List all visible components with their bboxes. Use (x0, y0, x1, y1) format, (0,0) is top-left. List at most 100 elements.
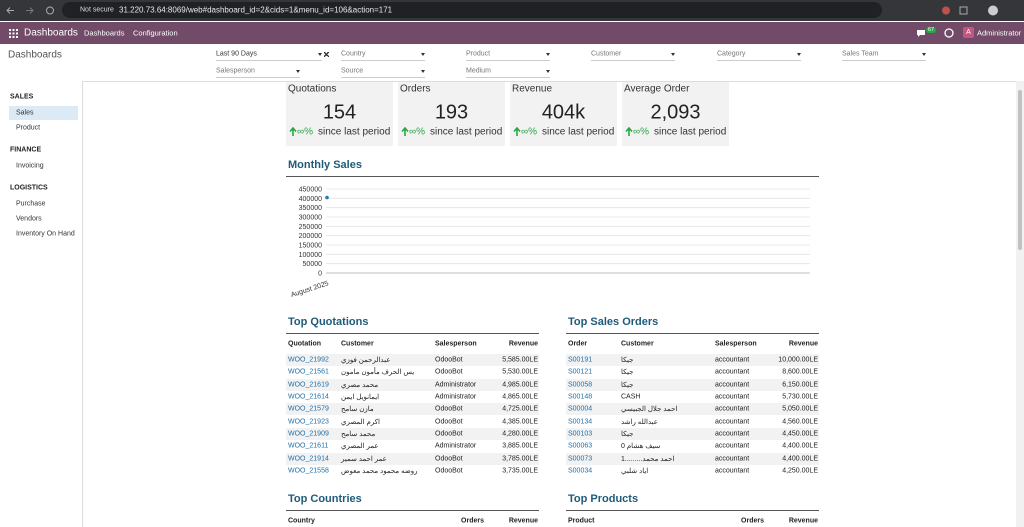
table-cell: 4,725.00LE (438, 406, 538, 413)
filter-caret[interactable] (546, 53, 550, 56)
kpi-value: 154 (286, 102, 393, 125)
filter[interactable]: Source (341, 68, 363, 75)
table-cell: اياد شلبي (621, 467, 648, 475)
apps-icon[interactable] (9, 29, 18, 38)
table-cell: جيكا (621, 381, 633, 389)
filter[interactable]: Sales Team (842, 51, 878, 58)
table-cell: 6,150.00LE (718, 381, 818, 388)
point (325, 196, 329, 200)
order-link[interactable]: S00191 (568, 357, 592, 364)
y-tick-label: 400000 (299, 196, 322, 203)
column-header: Quotation (288, 341, 321, 348)
order-link[interactable]: WOO_21619 (288, 381, 329, 388)
order-link[interactable]: S00073 (568, 455, 592, 462)
order-link[interactable]: S00148 (568, 394, 592, 401)
order-link[interactable]: S00103 (568, 431, 592, 438)
table-cell: محمد مصري (341, 381, 378, 389)
filter[interactable]: Category (717, 51, 745, 58)
filter-caret[interactable] (797, 53, 801, 56)
kpi-trend: ∞% (633, 127, 649, 138)
filter[interactable]: Medium (466, 68, 491, 75)
table-title: Top Products (568, 493, 638, 505)
column-header: Country (288, 518, 315, 525)
filter[interactable]: Country (341, 51, 366, 58)
filter-caret[interactable] (296, 70, 300, 73)
user-name[interactable]: Administrator (977, 29, 1021, 38)
trend-arrow (401, 127, 409, 136)
breadcrumb: Dashboards (8, 50, 62, 61)
sidebar-item[interactable]: Vendors (16, 216, 42, 223)
menu-item[interactable]: Configuration (133, 29, 178, 38)
x-tick-label: August 2025 (290, 280, 330, 299)
filter-caret[interactable] (318, 53, 322, 56)
kpi-caption: since last period (430, 127, 502, 138)
avatar[interactable]: A (963, 27, 974, 38)
kpi-title: Average Order (624, 84, 689, 95)
order-link[interactable]: S00134 (568, 418, 592, 425)
trend-arrow (289, 127, 297, 136)
order-link[interactable]: WOO_21614 (288, 394, 329, 401)
menu-item[interactable]: Dashboards (84, 29, 124, 38)
sidebar-item[interactable]: Purchase (16, 201, 46, 208)
filter-caret[interactable] (421, 70, 425, 73)
order-link[interactable]: WOO_21561 (288, 369, 329, 376)
table-cell: 4,385.00LE (438, 418, 538, 425)
order-link[interactable]: WOO_21909 (288, 431, 329, 438)
table-cell: مازن سامح (341, 405, 374, 413)
url[interactable]: 31.220.73.64:8069/web#dashboard_id=2&cid… (119, 6, 392, 15)
filter[interactable]: Customer (591, 51, 621, 58)
scrollbar-thumb[interactable] (1018, 90, 1022, 250)
table-cell: 5,730.00LE (718, 394, 818, 401)
y-tick-label: 250000 (299, 224, 322, 231)
chat-icon[interactable] (916, 28, 926, 38)
y-tick-label: 0 (318, 271, 322, 278)
column-header: Revenue (718, 341, 818, 348)
filter-underline (842, 60, 926, 61)
column-header: Order (568, 341, 587, 348)
nav-buttons (0, 0, 60, 21)
kpi-title: Revenue (512, 84, 552, 95)
table-cell: 3,785.00LE (438, 455, 538, 462)
order-link[interactable]: WOO_21579 (288, 406, 329, 413)
security-label: Not secure (80, 7, 114, 14)
table-cell: CASH (621, 394, 640, 401)
kpi-caption: since last period (318, 127, 390, 138)
filter-caret[interactable] (421, 53, 425, 56)
filter[interactable]: Salesperson (216, 68, 255, 75)
table-cell: سيف هشام 0 (621, 442, 660, 450)
table-title: Top Countries (288, 493, 362, 505)
order-link[interactable]: S00121 (568, 369, 592, 376)
table-cell: عمر احمد سمير (341, 455, 387, 463)
activity-icon[interactable] (944, 28, 954, 38)
table-cell: 4,400.00LE (718, 443, 818, 450)
table-cell: 4,450.00LE (718, 431, 818, 438)
filter[interactable]: Last 90 Days (216, 51, 257, 58)
table-cell: روضه محمود محمد معوض (341, 467, 418, 475)
filter-underline (216, 77, 300, 78)
kpi-value: 2,093 (622, 102, 729, 125)
order-link[interactable]: S00063 (568, 443, 592, 450)
app-name[interactable]: Dashboards (24, 28, 78, 39)
kpi-title: Quotations (288, 84, 336, 95)
column-header: Product (568, 518, 594, 525)
sidebar-item[interactable]: Inventory On Hand (16, 231, 75, 238)
sidebar-item[interactable]: Sales (16, 110, 34, 117)
order-link[interactable]: S00004 (568, 406, 592, 413)
order-link[interactable]: WOO_21611 (288, 443, 328, 450)
sidebar-item[interactable]: Product (16, 125, 40, 132)
filter-caret[interactable] (546, 70, 550, 73)
table-cell: 4,985.00LE (438, 381, 538, 388)
order-link[interactable]: WOO_21914 (288, 455, 329, 462)
order-link[interactable]: S00034 (568, 468, 592, 475)
filter-caret[interactable] (922, 53, 926, 56)
filter-caret[interactable] (671, 53, 675, 56)
kpi-caption: since last period (654, 127, 726, 138)
kpi-trend: ∞% (521, 127, 537, 138)
sidebar-item[interactable]: Invoicing (16, 163, 44, 170)
order-link[interactable]: WOO_21558 (288, 468, 329, 475)
order-link[interactable]: WOO_21992 (288, 357, 329, 364)
order-link[interactable]: WOO_21923 (288, 418, 329, 425)
filter[interactable]: Product (466, 51, 490, 58)
order-link[interactable]: S00058 (568, 381, 592, 388)
filter-clear[interactable] (324, 52, 329, 57)
